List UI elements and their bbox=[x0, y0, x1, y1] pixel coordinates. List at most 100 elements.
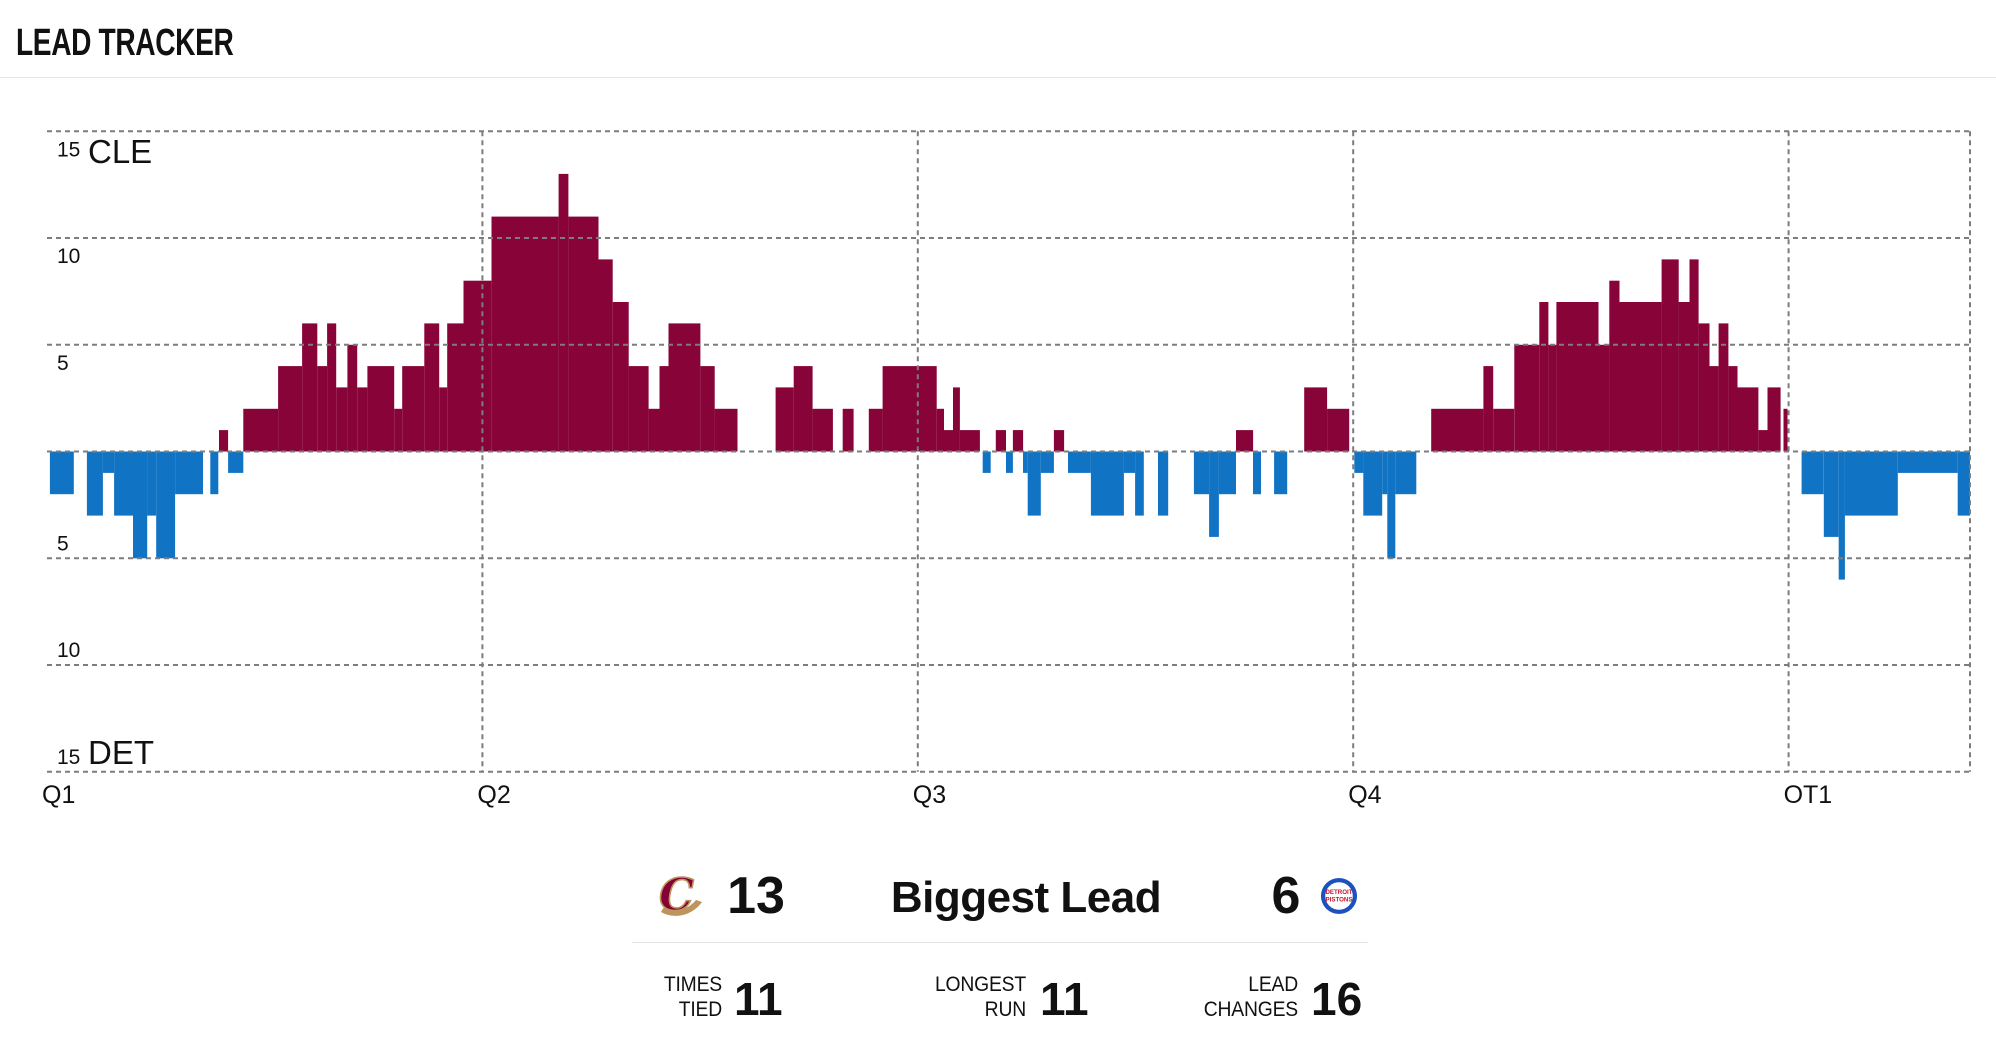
cle-lead-bar bbox=[568, 216, 599, 452]
det-lead-bar bbox=[1395, 451, 1417, 495]
x-axis-period-label: Q4 bbox=[1348, 781, 1381, 809]
times-tied-label: TIMES TIED bbox=[663, 973, 722, 1021]
det-lead-bar bbox=[86, 451, 103, 516]
cle-lead-bar bbox=[1728, 366, 1738, 452]
cle-lead-bar bbox=[1556, 302, 1599, 452]
header-divider bbox=[0, 77, 1996, 78]
cle-lead-bar bbox=[243, 408, 279, 452]
cle-lead-bar bbox=[402, 366, 425, 452]
cle-lead-bar bbox=[1758, 430, 1768, 452]
cle-lead-bar bbox=[1236, 430, 1254, 452]
cle-lead-bar bbox=[1767, 387, 1781, 452]
det-lead-bar bbox=[1354, 451, 1364, 473]
longest-run-label: LONGEST RUN bbox=[934, 973, 1026, 1021]
longest-run-value: 11 bbox=[1040, 973, 1089, 1025]
cle-lead-bar bbox=[439, 387, 448, 452]
stats-divider bbox=[632, 942, 1368, 943]
cle-lead-bar bbox=[1661, 259, 1679, 452]
cle-lead-bar bbox=[842, 408, 854, 452]
cle-lead-bar bbox=[793, 366, 813, 452]
cle-lead-bar bbox=[357, 387, 368, 452]
cle-lead-bar bbox=[1431, 408, 1484, 452]
det-lead-bar bbox=[1957, 451, 1970, 516]
det-lead-bar bbox=[1363, 451, 1383, 516]
det-lead-bar bbox=[228, 451, 244, 473]
cle-lead-bar bbox=[1012, 430, 1024, 452]
lead-changes-value: 16 bbox=[1311, 973, 1363, 1025]
det-lead-bar bbox=[1844, 451, 1898, 516]
cle-lead-bar bbox=[317, 366, 328, 452]
det-lead-bar bbox=[1801, 451, 1824, 495]
cle-lead-bar bbox=[1689, 259, 1699, 452]
det-lead-bar bbox=[1006, 451, 1013, 473]
x-axis-period-label: OT1 bbox=[1784, 781, 1833, 809]
cle-lead-bar bbox=[424, 323, 440, 452]
cle-lead-bar bbox=[336, 387, 348, 452]
pistons-text-line1: DETROIT bbox=[1325, 889, 1352, 896]
cle-team-label: CLE bbox=[88, 133, 152, 170]
cle-lead-bar bbox=[394, 408, 403, 452]
cle-lead-bar bbox=[1619, 302, 1662, 452]
det-lead-bar bbox=[1897, 451, 1958, 473]
cle-lead-bar bbox=[598, 259, 613, 452]
cle-lead-bar bbox=[628, 366, 649, 452]
det-lead-bar bbox=[1023, 451, 1028, 473]
det-lead-bar bbox=[1090, 451, 1124, 516]
cle-lead-bar bbox=[668, 323, 701, 452]
cle-lead-bar bbox=[868, 408, 883, 452]
det-team-label: DET bbox=[88, 734, 154, 771]
cle-lead-bar bbox=[1609, 280, 1620, 452]
det-lead-bar bbox=[49, 451, 74, 495]
cle-lead-bar bbox=[936, 408, 944, 452]
cavs-letter-outline: C bbox=[659, 872, 694, 920]
cle-lead-bar bbox=[812, 408, 833, 452]
cle-lead-bar bbox=[1493, 408, 1515, 452]
det-lead-bar bbox=[1193, 451, 1210, 495]
det-lead-bar bbox=[1218, 451, 1236, 495]
cle-lead-bar bbox=[302, 323, 318, 452]
x-axis-period-label: Q2 bbox=[477, 781, 510, 809]
cle-lead-bar bbox=[1678, 302, 1690, 452]
det-lead-bar bbox=[1382, 451, 1388, 495]
cle-lead-bar bbox=[882, 366, 937, 452]
pistons-inner-circle bbox=[1325, 882, 1353, 910]
module-title: LEAD TRACKER bbox=[16, 22, 234, 64]
det-lead-bar bbox=[175, 451, 203, 495]
cle-lead-bar bbox=[1598, 344, 1610, 452]
cle-lead-bar bbox=[612, 302, 629, 452]
cle-lead-bar bbox=[959, 430, 980, 452]
det-lead-bar bbox=[1823, 451, 1839, 537]
cle-lead-bar bbox=[714, 408, 738, 452]
cle-lead-bar bbox=[1304, 387, 1328, 452]
pistons-logo-icon: DETROIT PISTONS bbox=[1320, 877, 1358, 915]
y-axis-tick: 5 bbox=[57, 532, 69, 555]
y-axis-tick: 5 bbox=[57, 352, 69, 375]
lead-tracker-chart: 15 10 5 5 10 15 CLE DET Q1 Q2 Q3 Q4 OT1 bbox=[42, 130, 1971, 809]
cle-lead-bar bbox=[491, 216, 559, 452]
y-axis-tick: 15 bbox=[57, 746, 80, 769]
lead-changes-label: LEAD CHANGES bbox=[1203, 973, 1298, 1021]
det-lead-bar bbox=[156, 451, 176, 559]
det-lead-bar bbox=[1274, 451, 1288, 495]
det-lead-bar bbox=[1387, 451, 1396, 559]
cle-lead-bar bbox=[463, 280, 492, 452]
det-lead-bar bbox=[147, 451, 157, 516]
cle-lead-bar bbox=[953, 387, 960, 452]
cle-lead-bar bbox=[1539, 302, 1549, 452]
y-axis-tick: 10 bbox=[57, 639, 80, 662]
cavs-swoosh bbox=[661, 900, 702, 916]
cle-lead-bar bbox=[995, 430, 1006, 452]
det-lead-bar bbox=[133, 451, 148, 559]
det-lead-bar bbox=[1158, 451, 1169, 516]
det-lead-bar bbox=[1253, 451, 1261, 495]
cle-biggest-lead-value: 13 bbox=[727, 867, 785, 925]
det-lead-bar bbox=[210, 451, 219, 495]
cle-lead-bar bbox=[1548, 344, 1557, 452]
cle-lead-bar bbox=[659, 366, 669, 452]
cle-lead-bar bbox=[700, 366, 715, 452]
times-tied-value: 11 bbox=[734, 973, 783, 1025]
cle-lead-bar bbox=[1709, 366, 1719, 452]
biggest-lead-label: Biggest Lead bbox=[890, 873, 1162, 922]
det-lead-bar bbox=[1027, 451, 1041, 516]
y-axis-tick: 15 bbox=[57, 138, 80, 161]
